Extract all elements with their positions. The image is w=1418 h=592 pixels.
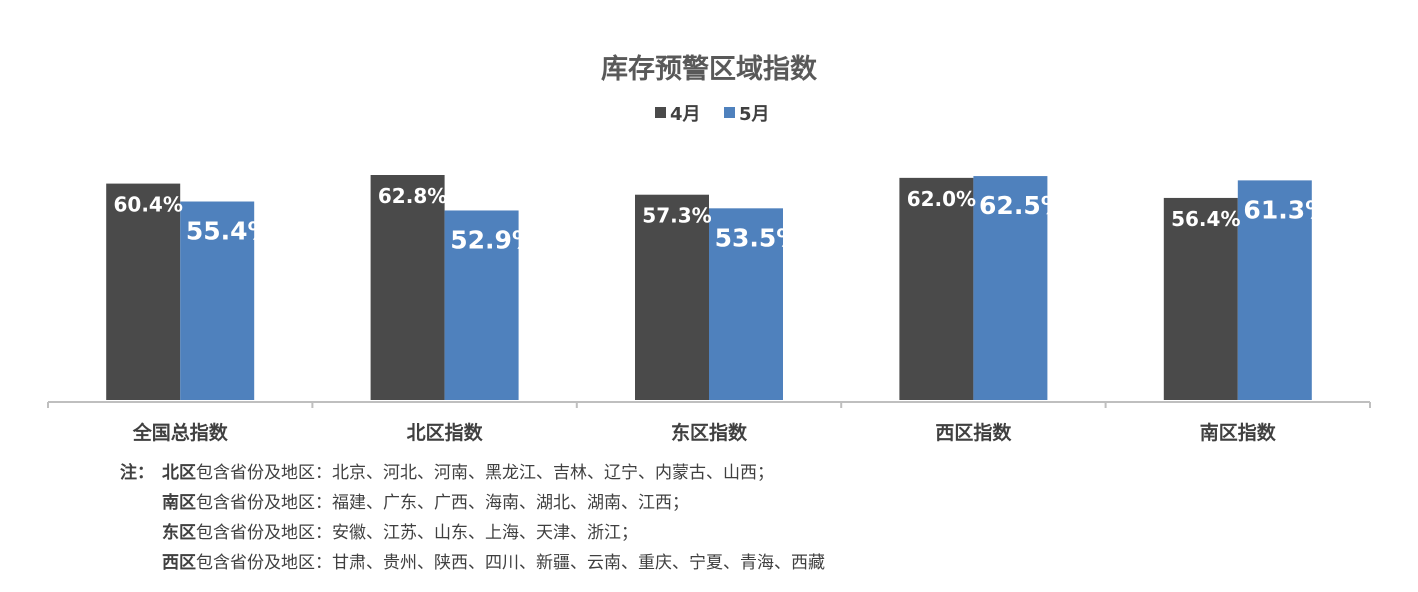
bar-may-4 xyxy=(1237,180,1312,400)
bar-chart: 库存预警区域指数 4月 5月 60.4%55.4% 62.8%52.9% 57.3%… xyxy=(47,54,1371,444)
category-label-1: 北区指数 xyxy=(407,421,484,444)
note-row-south: 南区包含省份及地区：福建、广东、广西、海南、湖北、湖南、江西； xyxy=(120,488,825,518)
note-region-label: 西区 xyxy=(162,553,196,573)
category-label-0: 全国总指数 xyxy=(132,421,229,444)
chart-title: 库存预警区域指数 xyxy=(601,54,818,85)
note-row-north: 注： 北区包含省份及地区：北京、河北、河南、黑龙江、吉林、辽宁、内蒙古、山西； xyxy=(120,458,825,488)
value-label-may-1: 52.9% xyxy=(450,225,537,254)
bar-may-0 xyxy=(180,201,255,400)
category-labels-group: 全国总指数 北区指数 东区指数 西区指数 南区指数 xyxy=(132,421,1277,444)
value-label-may-2: 53.5% xyxy=(715,223,802,252)
category-label-4: 南区指数 xyxy=(1200,421,1277,444)
legend-label-apr: 4月 xyxy=(670,104,701,125)
value-labels-group: 60.4%55.4% 62.8%52.9% 57.3%53.5% 62.0% 62.5%… xyxy=(114,184,1331,254)
note-row-east: 东区包含省份及地区：安徽、江苏、山东、上海、天津、浙江； xyxy=(120,518,825,548)
bar-may-1 xyxy=(444,210,519,400)
value-label-apr-0: 60.4% xyxy=(114,193,183,217)
legend-swatch-apr xyxy=(655,107,666,118)
value-label-apr-2: 57.3% xyxy=(642,204,711,228)
bar-may-3 xyxy=(973,176,1048,400)
value-label-may-3: 62.5% xyxy=(979,191,1066,220)
value-label-apr-4: 56.4% xyxy=(1171,207,1240,231)
note-region-label: 北区 xyxy=(162,463,196,483)
bar-apr-1 xyxy=(370,175,445,400)
legend-label-may: 5月 xyxy=(739,104,770,125)
x-axis xyxy=(47,401,1371,408)
note-text: 包含省份及地区：甘肃、贵州、陕西、四川、新疆、云南、重庆、宁夏、青海、西藏 xyxy=(196,553,825,573)
category-label-3: 西区指数 xyxy=(935,421,1012,444)
value-label-may-0: 55.4% xyxy=(186,217,273,246)
note-text: 包含省份及地区：福建、广东、广西、海南、湖北、湖南、江西； xyxy=(196,493,689,513)
category-label-2: 东区指数 xyxy=(671,421,748,444)
legend-swatch-may xyxy=(724,107,735,118)
note-prefix: 注： xyxy=(120,463,154,483)
note-row-west: 西区包含省份及地区：甘肃、贵州、陕西、四川、新疆、云南、重庆、宁夏、青海、西藏 xyxy=(120,548,825,578)
value-label-apr-3: 62.0% xyxy=(907,187,976,211)
bars-group xyxy=(106,175,1312,400)
note-region-label: 东区 xyxy=(162,523,196,543)
note-text: 包含省份及地区：北京、河北、河南、黑龙江、吉林、辽宁、内蒙古、山西； xyxy=(196,463,774,483)
bar-apr-3 xyxy=(899,177,974,400)
footnotes: 注： 北区包含省份及地区：北京、河北、河南、黑龙江、吉林、辽宁、内蒙古、山西； 南… xyxy=(120,458,825,578)
note-text: 包含省份及地区：安徽、江苏、山东、上海、天津、浙江； xyxy=(196,523,638,543)
bar-may-2 xyxy=(709,208,783,400)
value-label-apr-1: 62.8% xyxy=(378,184,447,208)
legend: 4月 5月 xyxy=(655,104,770,125)
note-region-label: 南区 xyxy=(162,493,196,513)
bar-apr-4 xyxy=(1163,197,1238,400)
value-label-may-4: 61.3% xyxy=(1243,195,1330,224)
bar-apr-0 xyxy=(106,183,181,400)
bar-apr-2 xyxy=(635,194,709,400)
